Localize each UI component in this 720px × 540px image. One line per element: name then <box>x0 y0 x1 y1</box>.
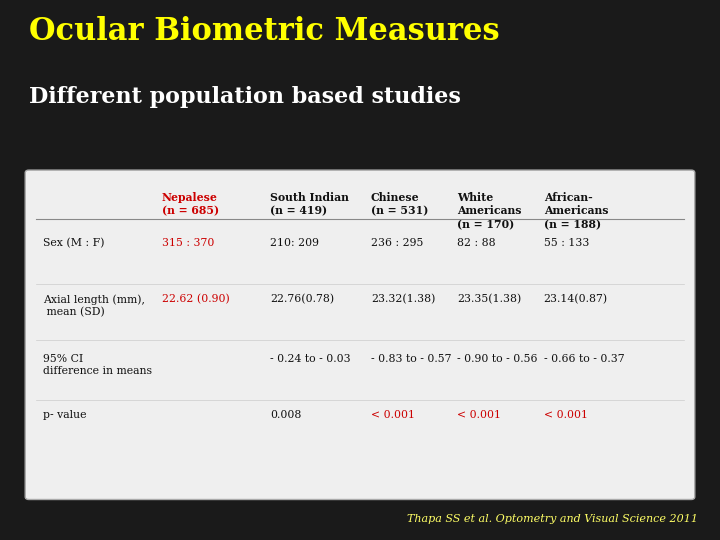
Text: < 0.001: < 0.001 <box>457 410 501 421</box>
Text: Ocular Biometric Measures: Ocular Biometric Measures <box>29 16 500 47</box>
Text: 23.32(1.38): 23.32(1.38) <box>371 294 435 305</box>
Text: Nepalese
(n = 685): Nepalese (n = 685) <box>162 192 219 217</box>
Text: 82 : 88: 82 : 88 <box>457 238 496 248</box>
Text: 0.008: 0.008 <box>270 410 302 421</box>
Text: Different population based studies: Different population based studies <box>29 86 461 109</box>
Text: Sex (M : F): Sex (M : F) <box>43 238 104 248</box>
Text: 236 : 295: 236 : 295 <box>371 238 423 248</box>
Text: < 0.001: < 0.001 <box>371 410 415 421</box>
Text: 95% CI
difference in means: 95% CI difference in means <box>43 354 152 376</box>
Text: < 0.001: < 0.001 <box>544 410 588 421</box>
Text: 23.14(0.87): 23.14(0.87) <box>544 294 608 305</box>
Text: 210: 209: 210: 209 <box>270 238 319 248</box>
Text: 22.76(0.78): 22.76(0.78) <box>270 294 334 305</box>
Text: 315 : 370: 315 : 370 <box>162 238 215 248</box>
FancyBboxPatch shape <box>25 170 695 500</box>
Text: - 0.83 to - 0.57: - 0.83 to - 0.57 <box>371 354 451 364</box>
Text: p- value: p- value <box>43 410 86 421</box>
Text: 22.62 (0.90): 22.62 (0.90) <box>162 294 230 305</box>
Text: South Indian
(n = 419): South Indian (n = 419) <box>270 192 349 217</box>
Text: 23.35(1.38): 23.35(1.38) <box>457 294 521 305</box>
Text: - 0.24 to - 0.03: - 0.24 to - 0.03 <box>270 354 351 364</box>
Text: 55 : 133: 55 : 133 <box>544 238 589 248</box>
Text: - 0.66 to - 0.37: - 0.66 to - 0.37 <box>544 354 624 364</box>
Text: - 0.90 to - 0.56: - 0.90 to - 0.56 <box>457 354 538 364</box>
Text: African-
Americans
(n = 188): African- Americans (n = 188) <box>544 192 608 230</box>
Text: Chinese
(n = 531): Chinese (n = 531) <box>371 192 428 217</box>
Text: White
Americans
(n = 170): White Americans (n = 170) <box>457 192 522 230</box>
Text: Axial length (mm),
 mean (SD): Axial length (mm), mean (SD) <box>43 294 145 318</box>
Text: Thapa SS et al. Optometry and Visual Science 2011: Thapa SS et al. Optometry and Visual Sci… <box>408 514 698 524</box>
